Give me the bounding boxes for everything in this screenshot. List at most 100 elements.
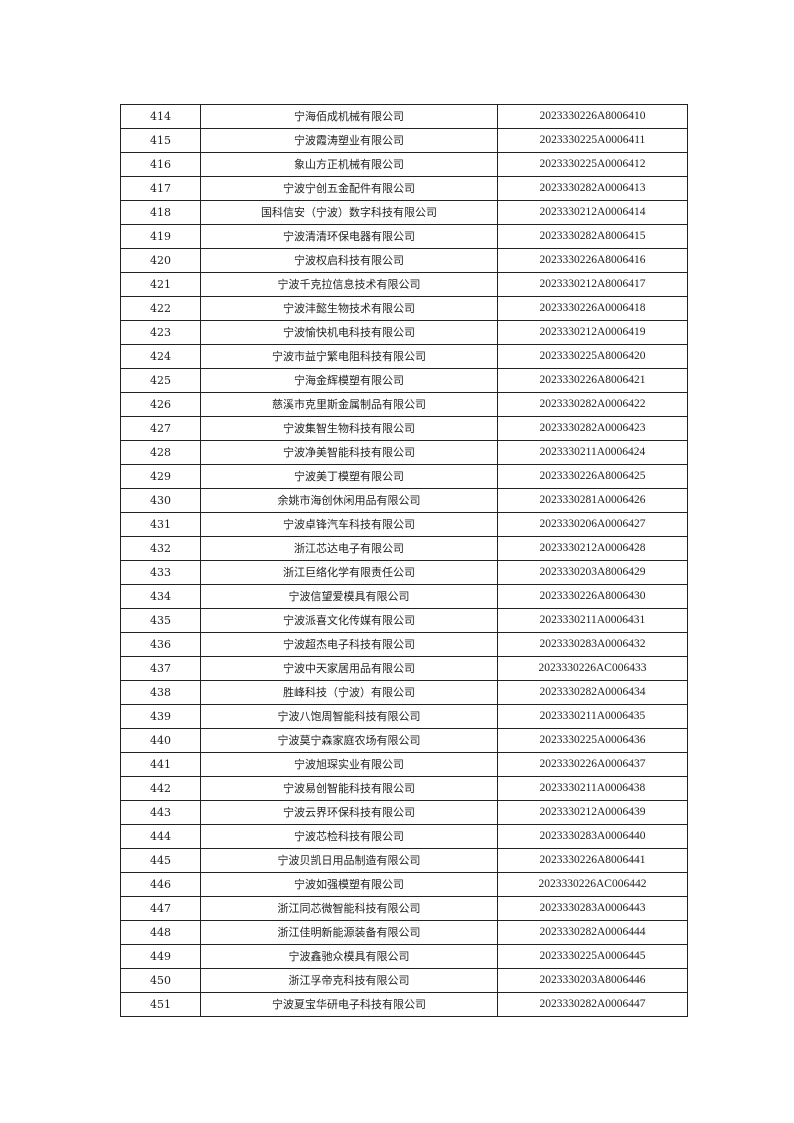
- registration-code: 2023330281A0006426: [497, 488, 688, 513]
- table-row: 445 宁波贝凯日用品制造有限公司 2023330226A8006441: [120, 848, 688, 873]
- registration-code: 2023330226A0006418: [497, 296, 688, 321]
- company-name: 国科信安（宁波）数字科技有限公司: [200, 200, 498, 225]
- company-name: 宁波市益宁繁电阻科技有限公司: [200, 344, 498, 369]
- table-row: 448 浙江佳明新能源装备有限公司 2023330282A0006444: [120, 920, 688, 945]
- company-name: 宁波派喜文化传媒有限公司: [200, 608, 498, 633]
- registration-code: 2023330226A8006410: [497, 104, 688, 129]
- registration-code: 2023330226A8006430: [497, 584, 688, 609]
- registration-code: 2023330226A0006437: [497, 752, 688, 777]
- registration-code: 2023330211A0006431: [497, 608, 688, 633]
- table-row: 426 慈溪市克里斯金属制品有限公司 2023330282A0006422: [120, 392, 688, 417]
- company-name: 慈溪市克里斯金属制品有限公司: [200, 392, 498, 417]
- registration-code: 2023330226A8006441: [497, 848, 688, 873]
- row-number: 421: [120, 272, 201, 297]
- table-row: 424 宁波市益宁繁电阻科技有限公司 2023330225A8006420: [120, 344, 688, 369]
- row-number: 437: [120, 656, 201, 681]
- table-row: 449 宁波鑫驰众模具有限公司 2023330225A0006445: [120, 944, 688, 969]
- table-row: 436 宁波超杰电子科技有限公司 2023330283A0006432: [120, 632, 688, 657]
- registration-code: 2023330212A8006417: [497, 272, 688, 297]
- table-row: 451 宁波夏宝华研电子科技有限公司 2023330282A0006447: [120, 992, 688, 1017]
- row-number: 435: [120, 608, 201, 633]
- company-name: 宁波千克拉信息技术有限公司: [200, 272, 498, 297]
- company-name: 宁波集智生物科技有限公司: [200, 416, 498, 441]
- row-number: 418: [120, 200, 201, 225]
- company-name: 宁波信望爱模具有限公司: [200, 584, 498, 609]
- row-number: 444: [120, 824, 201, 849]
- table-row: 437 宁波中天家居用品有限公司 2023330226AC006433: [120, 656, 688, 681]
- table-row: 428 宁波净美智能科技有限公司 2023330211A0006424: [120, 440, 688, 465]
- company-name: 浙江佳明新能源装备有限公司: [200, 920, 498, 945]
- row-number: 416: [120, 152, 201, 177]
- row-number: 443: [120, 800, 201, 825]
- row-number: 417: [120, 176, 201, 201]
- row-number: 446: [120, 872, 201, 897]
- registration-code: 2023330212A0006419: [497, 320, 688, 345]
- company-name: 宁波夏宝华研电子科技有限公司: [200, 992, 498, 1017]
- row-number: 423: [120, 320, 201, 345]
- table-row: 444 宁波芯检科技有限公司 2023330283A0006440: [120, 824, 688, 849]
- table-row: 441 宁波旭琛实业有限公司 2023330226A0006437: [120, 752, 688, 777]
- company-name: 浙江同芯微智能科技有限公司: [200, 896, 498, 921]
- company-name: 宁波贝凯日用品制造有限公司: [200, 848, 498, 873]
- row-number: 442: [120, 776, 201, 801]
- company-name: 宁波中天家居用品有限公司: [200, 656, 498, 681]
- company-name: 宁波芯检科技有限公司: [200, 824, 498, 849]
- company-name: 浙江芯达电子有限公司: [200, 536, 498, 561]
- company-name: 宁波净美智能科技有限公司: [200, 440, 498, 465]
- row-number: 439: [120, 704, 201, 729]
- registration-code: 2023330282A0006413: [497, 176, 688, 201]
- company-name: 宁波超杰电子科技有限公司: [200, 632, 498, 657]
- table-row: 438 胜峰科技（宁波）有限公司 2023330282A0006434: [120, 680, 688, 705]
- table-row: 433 浙江巨络化学有限责任公司 2023330203A8006429: [120, 560, 688, 585]
- registration-code: 2023330226AC006442: [497, 872, 688, 897]
- row-number: 427: [120, 416, 201, 441]
- registration-code: 2023330282A0006444: [497, 920, 688, 945]
- row-number: 438: [120, 680, 201, 705]
- registration-code: 2023330203A8006446: [497, 968, 688, 993]
- row-number: 447: [120, 896, 201, 921]
- row-number: 429: [120, 464, 201, 489]
- registration-code: 2023330211A0006424: [497, 440, 688, 465]
- row-number: 441: [120, 752, 201, 777]
- company-name: 宁波权启科技有限公司: [200, 248, 498, 273]
- company-name: 胜峰科技（宁波）有限公司: [200, 680, 498, 705]
- table-row: 443 宁波云界环保科技有限公司 2023330212A0006439: [120, 800, 688, 825]
- company-name: 宁波鑫驰众模具有限公司: [200, 944, 498, 969]
- registration-code: 2023330211A0006435: [497, 704, 688, 729]
- row-number: 419: [120, 224, 201, 249]
- company-name: 浙江孚帝克科技有限公司: [200, 968, 498, 993]
- registration-code: 2023330282A0006423: [497, 416, 688, 441]
- row-number: 414: [120, 104, 201, 129]
- row-number: 432: [120, 536, 201, 561]
- registration-code: 2023330282A0006447: [497, 992, 688, 1017]
- table-row: 423 宁波愉快机电科技有限公司 2023330212A0006419: [120, 320, 688, 345]
- row-number: 431: [120, 512, 201, 537]
- row-number: 434: [120, 584, 201, 609]
- registration-code: 2023330212A0006439: [497, 800, 688, 825]
- table-row: 420 宁波权启科技有限公司 2023330226A8006416: [120, 248, 688, 273]
- company-name: 宁波愉快机电科技有限公司: [200, 320, 498, 345]
- company-name: 宁波八饱周智能科技有限公司: [200, 704, 498, 729]
- table-row: 447 浙江同芯微智能科技有限公司 2023330283A0006443: [120, 896, 688, 921]
- company-name: 宁海佰成机械有限公司: [200, 104, 498, 129]
- row-number: 440: [120, 728, 201, 753]
- row-number: 450: [120, 968, 201, 993]
- registration-code: 2023330225A0006412: [497, 152, 688, 177]
- company-name: 宁波易创智能科技有限公司: [200, 776, 498, 801]
- table-row: 431 宁波卓锋汽车科技有限公司 2023330206A0006427: [120, 512, 688, 537]
- table-row: 439 宁波八饱周智能科技有限公司 2023330211A0006435: [120, 704, 688, 729]
- registration-code: 2023330225A0006436: [497, 728, 688, 753]
- registration-code: 2023330283A0006432: [497, 632, 688, 657]
- table-row: 425 宁海金辉模塑有限公司 2023330226A8006421: [120, 368, 688, 393]
- table-row: 434 宁波信望爱模具有限公司 2023330226A8006430: [120, 584, 688, 609]
- table-row: 442 宁波易创智能科技有限公司 2023330211A0006438: [120, 776, 688, 801]
- table-row: 418 国科信安（宁波）数字科技有限公司 2023330212A0006414: [120, 200, 688, 225]
- row-number: 424: [120, 344, 201, 369]
- row-number: 445: [120, 848, 201, 873]
- row-number: 426: [120, 392, 201, 417]
- registration-code: 2023330226A8006421: [497, 368, 688, 393]
- row-number: 433: [120, 560, 201, 585]
- table-row: 432 浙江芯达电子有限公司 2023330212A0006428: [120, 536, 688, 561]
- company-name: 宁波如强模塑有限公司: [200, 872, 498, 897]
- table-row: 450 浙江孚帝克科技有限公司 2023330203A8006446: [120, 968, 688, 993]
